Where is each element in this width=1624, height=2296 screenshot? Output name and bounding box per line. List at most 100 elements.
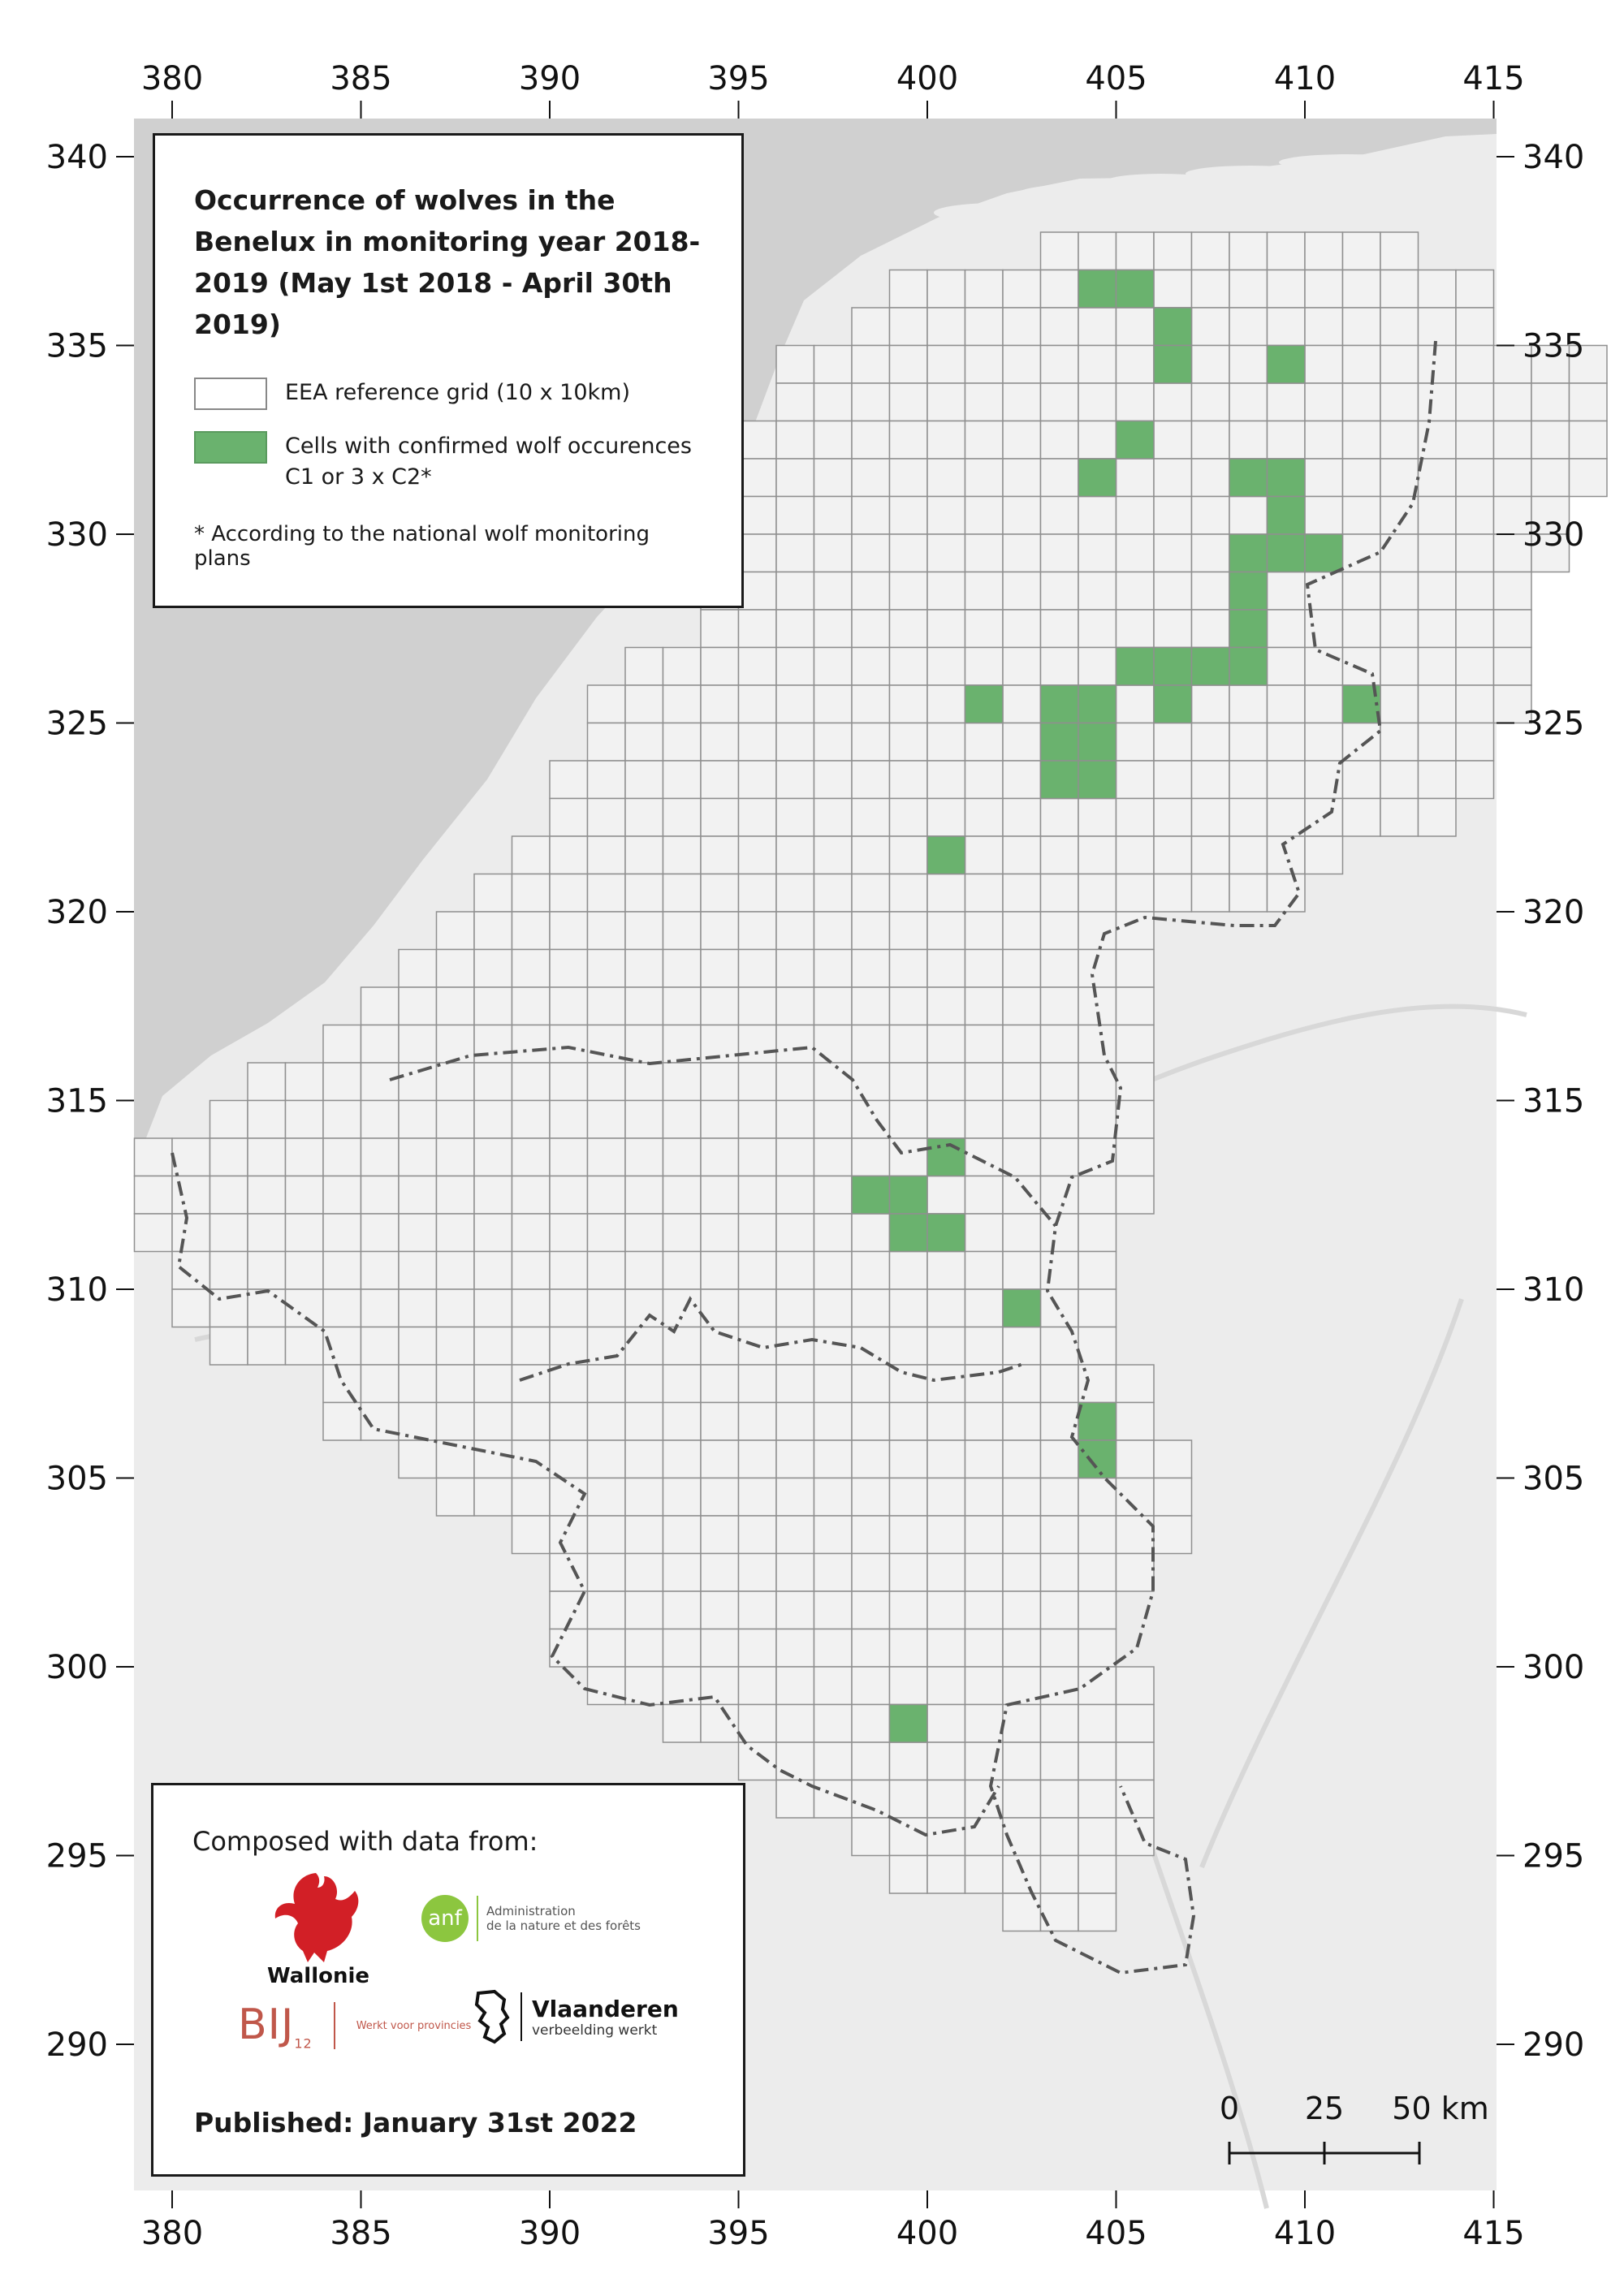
- grid-cell: [435, 911, 475, 951]
- grid-cell: [247, 1099, 287, 1139]
- grid-cell: [775, 1552, 815, 1592]
- grid-cell: [473, 1326, 513, 1366]
- grid-cell: [813, 684, 853, 724]
- grid-cell: [775, 835, 815, 875]
- wolf-cell: [926, 1213, 966, 1253]
- grid-cell: [813, 835, 853, 875]
- grid-cell: [1039, 495, 1079, 535]
- grid-cell: [851, 684, 891, 724]
- grid-cell: [1266, 873, 1306, 913]
- grid-cell: [1266, 571, 1306, 611]
- grid-cell: [1190, 571, 1230, 611]
- grid-cell: [737, 684, 777, 724]
- grid-cell: [1039, 1099, 1079, 1139]
- grid-cell: [549, 1024, 589, 1064]
- grid-cell: [1039, 1741, 1079, 1781]
- grid-cell: [435, 1137, 475, 1177]
- grid-cell: [1039, 1364, 1079, 1404]
- wolf-swatch: [194, 431, 267, 464]
- grid-cell: [851, 533, 891, 573]
- grid-cell: [624, 1062, 664, 1102]
- grid-cell: [549, 760, 589, 800]
- grid-cell: [926, 609, 966, 649]
- grid-cell: [888, 1250, 928, 1290]
- grid-cell: [360, 1326, 400, 1366]
- grid-cell: [813, 1250, 853, 1290]
- grid-cell: [926, 1024, 966, 1064]
- grid-cell: [171, 1288, 211, 1328]
- grid-cell: [813, 1703, 853, 1743]
- grid-cell: [1002, 760, 1042, 800]
- grid-cell: [926, 760, 966, 800]
- grid-cell: [775, 1099, 815, 1139]
- grid-cell: [888, 1628, 928, 1668]
- grid-cell: [1153, 1477, 1193, 1517]
- grid-cell: [851, 873, 891, 913]
- grid-cell: [1002, 1175, 1042, 1215]
- grid-cell: [1002, 1854, 1042, 1894]
- grid-cell: [813, 533, 853, 573]
- grid-cell: [1417, 533, 1457, 573]
- grid-cell: [775, 1741, 815, 1781]
- grid-cell: [1039, 1477, 1079, 1517]
- grid-cell: [775, 1250, 815, 1290]
- grid-cell: [737, 760, 777, 800]
- y-tick-label: 340: [46, 139, 108, 176]
- grid-cell: [737, 458, 777, 498]
- grid-cell: [398, 1288, 438, 1328]
- grid-cell: [1115, 1024, 1155, 1064]
- grid-cell: [1078, 420, 1117, 460]
- x-tick-label: 410: [1274, 2215, 1336, 2252]
- grid-cell: [624, 646, 664, 686]
- x-tick-label: 395: [707, 60, 769, 97]
- grid-cell: [813, 571, 853, 611]
- grid-cell: [1078, 1024, 1117, 1064]
- grid-cell: [1115, 344, 1155, 384]
- grid-cell: [851, 948, 891, 988]
- grid-cell: [888, 1817, 928, 1857]
- grid-cell: [1078, 1213, 1117, 1253]
- grid-cell: [662, 911, 702, 951]
- grid-cell: [1002, 911, 1042, 951]
- grid-cell: [1190, 420, 1230, 460]
- grid-cell: [964, 1175, 1004, 1215]
- grid-cell: [851, 1817, 891, 1857]
- grid-cell: [813, 382, 853, 422]
- grid-cell: [1455, 382, 1495, 422]
- grid-cell: [813, 722, 853, 762]
- grid-cell: [1002, 1062, 1042, 1102]
- grid-cell: [737, 873, 777, 913]
- grid-cell: [1380, 420, 1419, 460]
- grid-cell: [1341, 307, 1381, 347]
- grid-cell: [1002, 420, 1042, 460]
- grid-cell: [888, 1552, 928, 1592]
- grid-cell: [1229, 382, 1268, 422]
- grid-cell: [247, 1137, 287, 1177]
- grid-cell: [1190, 344, 1230, 384]
- grid-cell: [586, 1175, 626, 1215]
- grid-cell: [284, 1175, 324, 1215]
- grid-cell: [1455, 307, 1495, 347]
- grid-cell: [1455, 420, 1495, 460]
- grid-cell: [851, 1213, 891, 1253]
- grid-cell: [284, 1062, 324, 1102]
- wolf-cell: [1078, 1401, 1117, 1441]
- grid-cell: [1492, 609, 1532, 649]
- anf-line1: Administration: [486, 1904, 576, 1918]
- grid-cell: [700, 835, 740, 875]
- grid-cell: [964, 873, 1004, 913]
- vlaanderen-text: Vlaanderen verbeelding werkt: [532, 1996, 679, 2039]
- grid-cell: [737, 1741, 777, 1781]
- grid-cell: [1039, 269, 1079, 309]
- grid-cell: [851, 1439, 891, 1479]
- grid-cell: [1417, 722, 1457, 762]
- grid-cell: [1115, 533, 1155, 573]
- wolf-legend-line2: C1 or 3 x C2*: [285, 464, 432, 490]
- grid-cell: [737, 835, 777, 875]
- grid-cell: [813, 873, 853, 913]
- grid-cell: [473, 1250, 513, 1290]
- grid-cell: [1417, 646, 1457, 686]
- island: [934, 203, 1064, 222]
- grid-cell: [549, 948, 589, 988]
- grid-cell: [1078, 231, 1117, 271]
